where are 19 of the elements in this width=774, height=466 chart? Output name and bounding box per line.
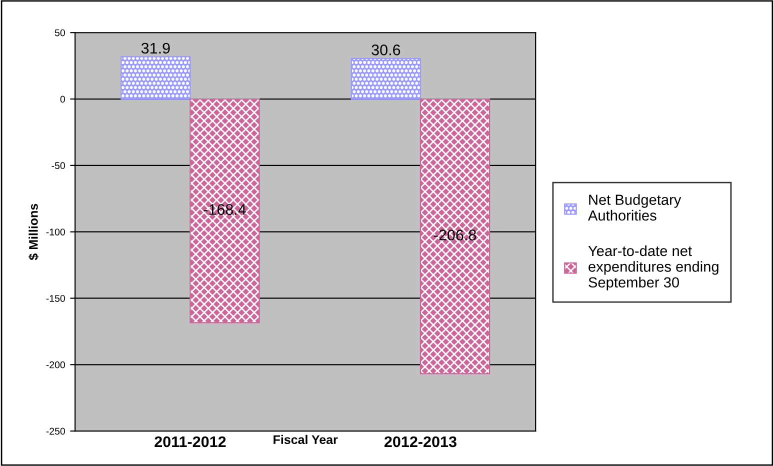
legend-label: Year-to-date net expenditures ending September 30: [588, 245, 718, 290]
data-label: 30.6: [372, 44, 400, 56]
x-tick-label: 2012-2013: [384, 436, 456, 448]
y-tick-label: 50: [54, 29, 65, 36]
y-tick-label: -200: [46, 361, 65, 368]
bar: [190, 98, 260, 324]
y-tick-label: 0: [60, 96, 65, 103]
y-tick-label: -100: [46, 228, 65, 236]
y-tick-label: -50: [52, 162, 65, 170]
y-tick-label: -250: [46, 428, 65, 435]
bar: [420, 98, 490, 374]
bar: [350, 58, 422, 100]
x-tick-label: 2011-2012: [154, 436, 226, 448]
legend-label: Net Budgetary Authorities: [588, 194, 682, 221]
y-axis-title: $ Millions: [28, 204, 39, 260]
bar: [120, 56, 191, 100]
x-axis-title: Fiscal Year: [274, 434, 338, 444]
data-label: 31.9: [141, 42, 170, 54]
y-tick-label: -150: [46, 294, 65, 302]
